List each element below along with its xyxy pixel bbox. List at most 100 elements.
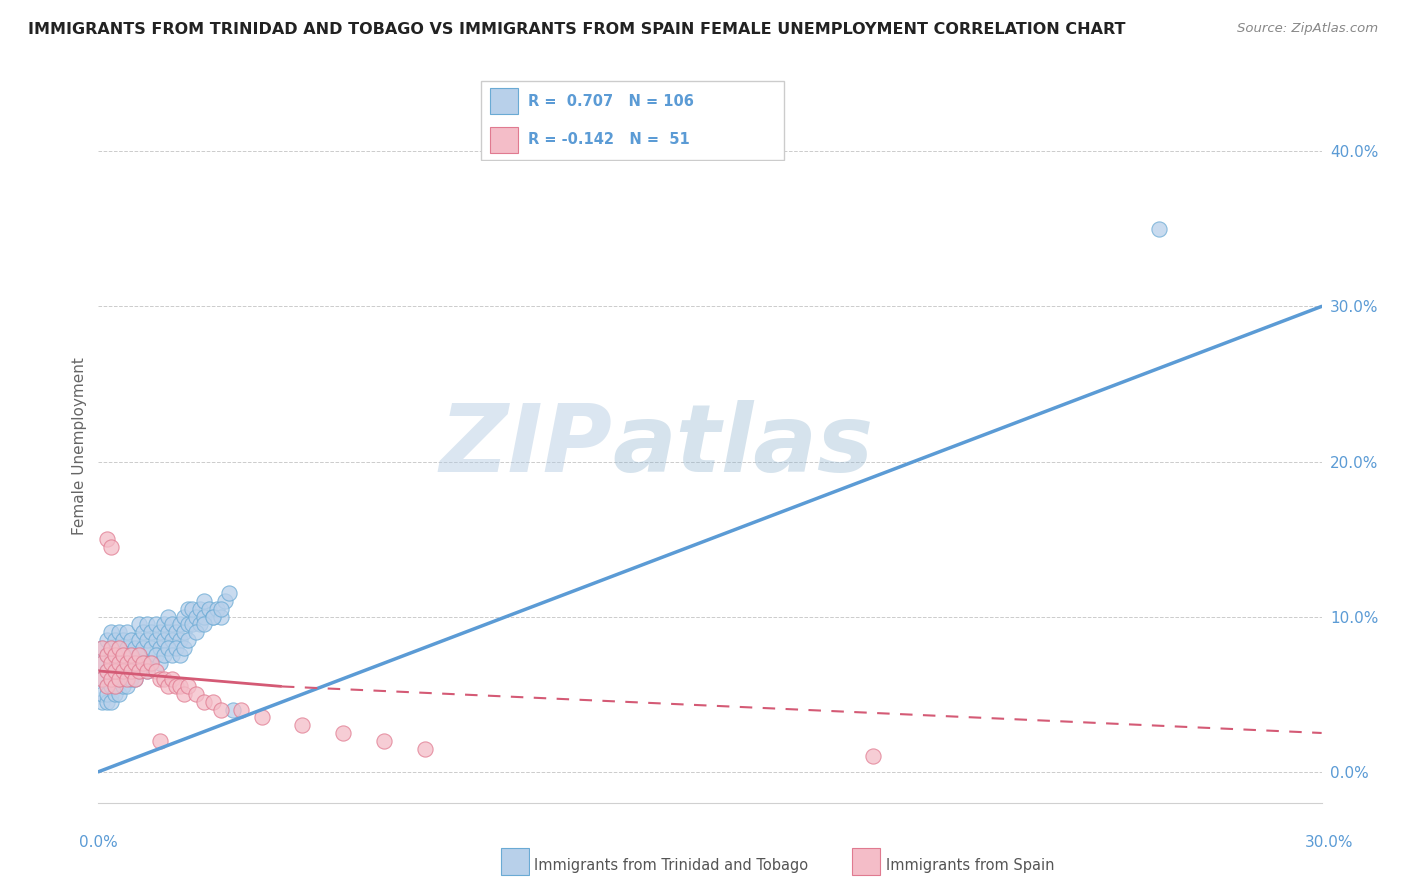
Point: [96, 664, 118, 678]
Point: [96, 687, 118, 701]
Point: [188, 617, 212, 632]
Point: [111, 672, 134, 686]
Text: Source: ZipAtlas.com: Source: ZipAtlas.com: [1237, 22, 1378, 36]
Point: [181, 602, 204, 616]
Point: [108, 640, 131, 655]
FancyBboxPatch shape: [501, 848, 529, 875]
Point: [104, 664, 127, 678]
Point: [149, 733, 172, 747]
Point: [136, 664, 159, 678]
Point: [96, 664, 118, 678]
Point: [111, 632, 134, 647]
Point: [136, 632, 159, 647]
Point: [193, 617, 215, 632]
Point: [120, 664, 142, 678]
Point: [115, 680, 138, 694]
Point: [115, 640, 138, 655]
Point: [209, 703, 232, 717]
Point: [177, 632, 200, 647]
Point: [124, 672, 146, 686]
Point: [201, 695, 224, 709]
Point: [165, 625, 187, 640]
Point: [165, 640, 187, 655]
Point: [193, 594, 215, 608]
FancyBboxPatch shape: [481, 81, 785, 160]
Point: [149, 640, 172, 655]
Point: [108, 687, 131, 701]
Point: [186, 687, 208, 701]
Text: R = -0.142   N =  51: R = -0.142 N = 51: [527, 132, 689, 147]
Point: [250, 710, 273, 724]
Point: [197, 602, 219, 616]
Point: [156, 640, 179, 655]
Point: [100, 680, 122, 694]
Point: [173, 625, 195, 640]
Point: [141, 656, 163, 670]
Point: [91, 640, 114, 655]
Point: [209, 609, 232, 624]
Point: [136, 617, 159, 632]
Point: [201, 609, 224, 624]
Point: [91, 640, 114, 655]
Point: [128, 664, 150, 678]
Point: [132, 640, 155, 655]
Point: [104, 648, 127, 663]
FancyBboxPatch shape: [852, 848, 880, 875]
Point: [177, 680, 200, 694]
Point: [100, 640, 122, 655]
Point: [91, 687, 114, 701]
Point: [91, 672, 114, 686]
Point: [91, 672, 114, 686]
Point: [160, 632, 183, 647]
Point: [141, 625, 163, 640]
Point: [145, 648, 167, 663]
Y-axis label: Female Unemployment: Female Unemployment: [72, 357, 87, 535]
Point: [115, 664, 138, 678]
Point: [128, 617, 150, 632]
Point: [169, 680, 191, 694]
Point: [111, 664, 134, 678]
Point: [177, 617, 200, 632]
Point: [104, 664, 127, 678]
Point: [193, 609, 215, 624]
Point: [100, 656, 122, 670]
Point: [128, 664, 150, 678]
Point: [120, 664, 142, 678]
Point: [91, 695, 114, 709]
Point: [104, 632, 127, 647]
FancyBboxPatch shape: [491, 88, 519, 114]
Point: [128, 632, 150, 647]
Point: [115, 672, 138, 686]
Text: IMMIGRANTS FROM TRINIDAD AND TOBAGO VS IMMIGRANTS FROM SPAIN FEMALE UNEMPLOYMENT: IMMIGRANTS FROM TRINIDAD AND TOBAGO VS I…: [28, 22, 1126, 37]
Point: [120, 648, 142, 663]
Point: [152, 672, 174, 686]
Point: [156, 680, 179, 694]
Point: [136, 664, 159, 678]
Point: [104, 680, 127, 694]
Point: [152, 648, 174, 663]
Point: [108, 625, 131, 640]
Point: [111, 648, 134, 663]
Point: [169, 617, 191, 632]
Point: [108, 672, 131, 686]
Point: [120, 672, 142, 686]
Point: [120, 632, 142, 647]
Point: [100, 625, 122, 640]
Point: [160, 672, 183, 686]
Point: [96, 648, 118, 663]
Point: [120, 664, 142, 678]
Point: [104, 648, 127, 663]
Point: [193, 695, 215, 709]
Point: [111, 680, 134, 694]
Point: [145, 632, 167, 647]
Point: [100, 540, 122, 554]
Point: [100, 656, 122, 670]
Point: [373, 733, 395, 747]
Point: [205, 602, 228, 616]
Point: [108, 656, 131, 670]
Text: 30.0%: 30.0%: [1305, 836, 1353, 850]
Point: [96, 532, 118, 546]
FancyBboxPatch shape: [491, 127, 519, 153]
Point: [181, 617, 204, 632]
Point: [173, 687, 195, 701]
